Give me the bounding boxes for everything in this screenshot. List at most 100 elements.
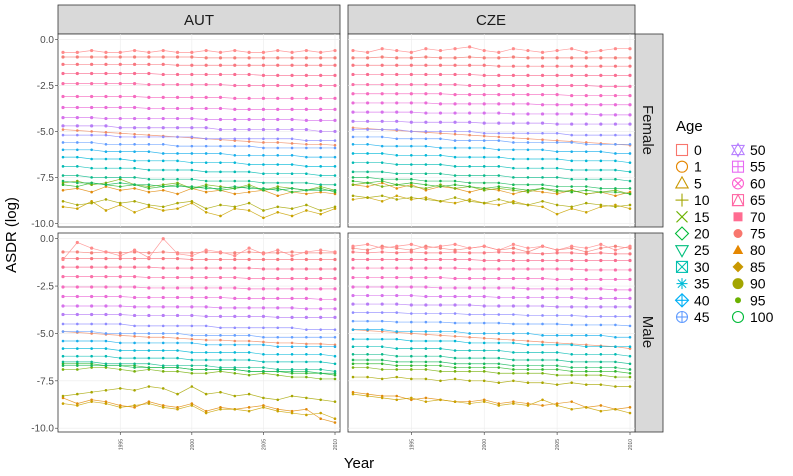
data-point bbox=[104, 256, 108, 261]
series-line bbox=[63, 365, 335, 374]
strip-row-male: Male bbox=[634, 232, 664, 433]
series-line bbox=[63, 305, 335, 310]
data-point bbox=[395, 330, 399, 333]
data-point bbox=[76, 174, 79, 177]
series-line bbox=[353, 56, 630, 59]
data-point bbox=[453, 47, 457, 51]
data-point bbox=[511, 121, 515, 125]
data-point bbox=[540, 304, 545, 308]
data-point bbox=[161, 95, 165, 100]
series-age-85 bbox=[351, 72, 632, 77]
data-point bbox=[614, 142, 617, 146]
data-point bbox=[305, 413, 308, 417]
data-point bbox=[395, 266, 399, 270]
legend-symbol-part bbox=[675, 160, 689, 173]
data-point bbox=[304, 267, 308, 271]
data-point bbox=[161, 126, 165, 130]
data-point bbox=[555, 64, 559, 68]
data-point bbox=[599, 64, 603, 68]
data-point bbox=[175, 295, 180, 300]
data-point bbox=[218, 82, 223, 87]
data-point bbox=[526, 364, 530, 367]
data-point bbox=[218, 127, 223, 132]
data-point bbox=[305, 328, 308, 331]
data-point bbox=[233, 72, 237, 77]
data-point bbox=[147, 142, 151, 146]
data-point bbox=[247, 137, 251, 141]
data-point bbox=[599, 84, 603, 88]
data-point bbox=[351, 353, 355, 356]
data-point bbox=[161, 324, 165, 328]
data-point bbox=[132, 256, 137, 261]
series-line bbox=[63, 314, 335, 318]
series-age-70 bbox=[351, 285, 632, 292]
data-point bbox=[439, 199, 442, 203]
data-point bbox=[132, 82, 137, 86]
data-point bbox=[190, 126, 194, 130]
data-point bbox=[570, 168, 573, 172]
data-point bbox=[526, 404, 530, 407]
data-point bbox=[424, 257, 428, 262]
data-point bbox=[366, 319, 369, 323]
data-point bbox=[541, 351, 544, 354]
data-point bbox=[365, 82, 370, 87]
data-point bbox=[333, 73, 337, 77]
data-point bbox=[497, 313, 501, 316]
data-point bbox=[424, 154, 428, 157]
data-point bbox=[319, 276, 323, 281]
data-point bbox=[540, 121, 545, 125]
data-point bbox=[133, 362, 136, 366]
data-point bbox=[175, 106, 180, 111]
data-point bbox=[409, 266, 413, 270]
data-point bbox=[61, 304, 65, 308]
data-point bbox=[395, 172, 399, 175]
data-point bbox=[526, 83, 530, 88]
data-point bbox=[584, 93, 588, 98]
data-point bbox=[290, 315, 294, 319]
series-age-100 bbox=[351, 45, 632, 54]
data-point bbox=[526, 121, 530, 125]
data-point bbox=[366, 353, 369, 356]
data-point bbox=[233, 368, 237, 371]
data-point bbox=[233, 96, 237, 100]
data-point bbox=[482, 286, 486, 290]
legend-symbol-part bbox=[733, 179, 743, 188]
data-point bbox=[61, 105, 65, 110]
data-point bbox=[319, 118, 323, 122]
data-point bbox=[61, 360, 65, 364]
data-point bbox=[541, 322, 544, 326]
series-line bbox=[62, 199, 336, 211]
data-point bbox=[161, 404, 165, 407]
data-point bbox=[75, 62, 79, 66]
data-point bbox=[540, 112, 545, 116]
data-point bbox=[333, 205, 337, 209]
data-point bbox=[190, 199, 194, 203]
series-line bbox=[63, 175, 335, 186]
data-point bbox=[276, 185, 280, 188]
data-point bbox=[555, 203, 559, 207]
data-point bbox=[628, 192, 632, 196]
data-point bbox=[380, 185, 384, 188]
legend-symbol-part bbox=[677, 279, 687, 289]
series-age-30 bbox=[61, 174, 337, 187]
data-point bbox=[233, 139, 237, 142]
data-point bbox=[247, 276, 251, 281]
x-tick-label: 1995 bbox=[118, 439, 124, 450]
data-point bbox=[247, 370, 251, 373]
data-point bbox=[570, 205, 573, 209]
data-point bbox=[276, 211, 280, 214]
data-point bbox=[424, 82, 428, 87]
data-point bbox=[526, 112, 530, 116]
series-age-95 bbox=[61, 55, 337, 60]
data-point bbox=[380, 396, 384, 400]
data-point bbox=[262, 371, 265, 375]
data-point bbox=[319, 96, 323, 100]
data-point bbox=[75, 256, 79, 261]
data-point bbox=[424, 137, 428, 141]
data-point bbox=[90, 124, 94, 128]
data-point bbox=[219, 358, 222, 362]
data-point bbox=[584, 150, 588, 153]
data-point bbox=[247, 250, 251, 254]
data-point bbox=[613, 56, 618, 60]
data-point bbox=[424, 364, 428, 367]
